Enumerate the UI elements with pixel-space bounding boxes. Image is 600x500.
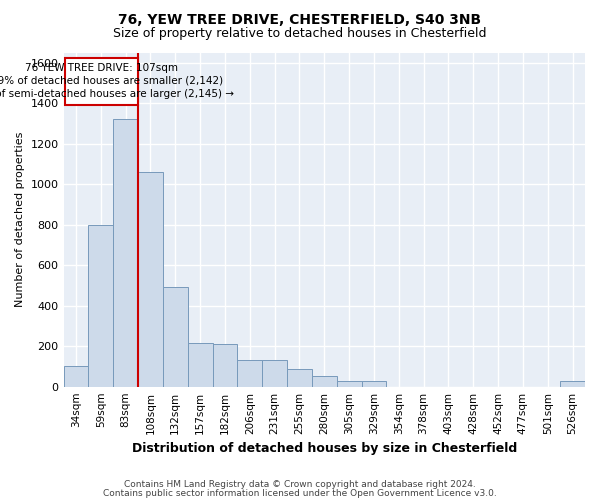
Bar xyxy=(262,360,287,386)
Bar xyxy=(560,380,585,386)
Text: Contains public sector information licensed under the Open Government Licence v3: Contains public sector information licen… xyxy=(103,488,497,498)
Bar xyxy=(212,344,238,387)
X-axis label: Distribution of detached houses by size in Chesterfield: Distribution of detached houses by size … xyxy=(131,442,517,455)
Text: Contains HM Land Registry data © Crown copyright and database right 2024.: Contains HM Land Registry data © Crown c… xyxy=(124,480,476,489)
Text: 76 YEW TREE DRIVE: 107sqm: 76 YEW TREE DRIVE: 107sqm xyxy=(25,62,178,72)
Bar xyxy=(238,360,262,386)
Bar xyxy=(312,376,337,386)
Bar xyxy=(64,366,88,386)
Bar xyxy=(113,120,138,386)
Bar xyxy=(163,288,188,386)
Text: Size of property relative to detached houses in Chesterfield: Size of property relative to detached ho… xyxy=(113,28,487,40)
Bar xyxy=(188,343,212,386)
Bar xyxy=(287,370,312,386)
Bar xyxy=(138,172,163,386)
Bar xyxy=(362,380,386,386)
Text: 50% of semi-detached houses are larger (2,145) →: 50% of semi-detached houses are larger (… xyxy=(0,89,233,99)
Bar xyxy=(337,380,362,386)
FancyBboxPatch shape xyxy=(65,58,137,105)
Bar xyxy=(88,224,113,386)
Y-axis label: Number of detached properties: Number of detached properties xyxy=(15,132,25,308)
Text: ← 49% of detached houses are smaller (2,142): ← 49% of detached houses are smaller (2,… xyxy=(0,76,223,86)
Text: 76, YEW TREE DRIVE, CHESTERFIELD, S40 3NB: 76, YEW TREE DRIVE, CHESTERFIELD, S40 3N… xyxy=(118,12,482,26)
